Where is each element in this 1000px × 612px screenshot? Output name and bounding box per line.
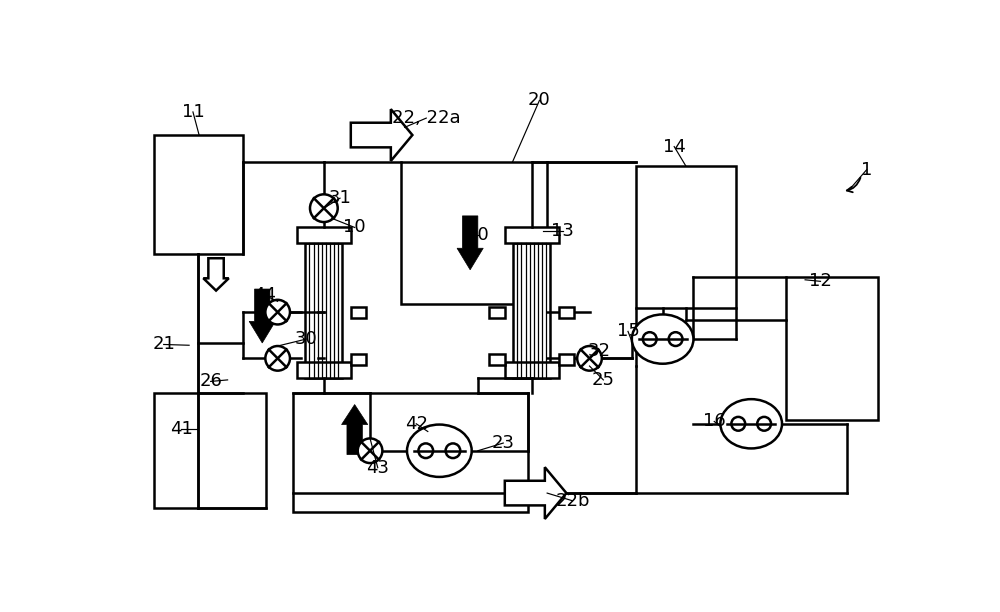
Polygon shape [249,289,275,343]
Text: 20: 20 [528,91,551,110]
Text: 15: 15 [617,323,639,340]
Text: 21: 21 [152,335,175,354]
Bar [351,354,366,365]
Polygon shape [203,258,229,291]
Polygon shape [342,405,368,455]
Bar [401,162,547,304]
Bar [297,228,351,243]
Text: 41: 41 [170,420,193,438]
Circle shape [731,417,745,431]
Text: 42: 42 [405,415,428,433]
Bar [154,393,266,509]
Text: 22, 22a: 22, 22a [392,109,461,127]
Circle shape [310,195,338,222]
Text: 12: 12 [809,272,832,290]
Text: 11: 11 [182,103,204,121]
Text: 32: 32 [588,341,611,360]
Text: 14: 14 [663,138,686,155]
Text: 25: 25 [592,371,615,389]
Bar [489,354,505,365]
Circle shape [757,417,771,431]
Bar [489,307,505,318]
Text: 23: 23 [492,434,515,452]
Bar [297,362,351,378]
Circle shape [643,332,657,346]
Text: 31: 31 [329,189,351,207]
Circle shape [358,438,382,463]
Bar [293,393,528,512]
Bar [305,243,342,378]
Text: 10: 10 [343,218,366,236]
Text: 22b: 22b [555,492,590,510]
Text: 40: 40 [466,226,489,244]
Polygon shape [505,467,566,519]
Text: 1: 1 [861,161,872,179]
Bar [505,228,559,243]
Ellipse shape [720,399,782,449]
Bar [154,135,243,255]
Polygon shape [457,216,483,270]
Text: 26: 26 [199,373,222,390]
Bar [351,307,366,318]
Ellipse shape [632,315,693,364]
Circle shape [669,332,682,346]
Bar [559,354,574,365]
Bar [786,277,878,420]
Bar [559,307,574,318]
Polygon shape [351,109,412,161]
Circle shape [265,300,290,324]
Circle shape [418,444,433,458]
Text: 16: 16 [703,412,726,430]
Bar [636,166,736,308]
Circle shape [577,346,602,371]
Text: 30: 30 [295,330,318,348]
Bar [513,243,550,378]
Circle shape [446,444,460,458]
Text: 44: 44 [253,286,276,304]
Ellipse shape [407,425,472,477]
Text: 43: 43 [366,458,389,477]
Bar [505,362,559,378]
Circle shape [265,346,290,371]
Text: 13: 13 [551,222,574,241]
